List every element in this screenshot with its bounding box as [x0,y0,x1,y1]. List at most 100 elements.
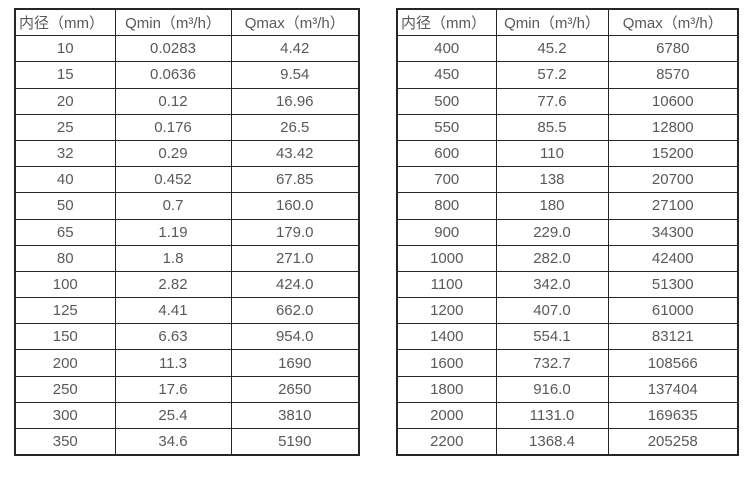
table-cell: 1.8 [114,244,232,272]
table-header-row: 内径（mm） Qmin（m³/h） Qmax（m³/h） [396,8,739,37]
table-cell: 138 [495,166,609,194]
table-row: 500 77.6 10600 [396,87,739,115]
table-cell: 1000 [396,244,497,272]
table-row: 450 57.2 8570 [396,61,739,89]
table-cell: 110 [495,139,609,168]
table-cell: 554.1 [495,323,609,351]
table-row: 2200 1368.4 205258 [396,428,739,456]
table-cell: 85.5 [495,113,609,141]
table-cell: 108566 [607,349,739,377]
table-row: 2000 1131.0 169635 [396,401,739,430]
table-row: 150 6.63 954.0 [14,323,360,351]
table-cell: 2650 [230,375,360,403]
table-row: 600 110 15200 [396,139,739,168]
table-cell: 80 [14,244,116,272]
table-cell: 0.12 [114,87,232,115]
table-row: 25 0.176 26.5 [14,113,360,141]
table-cell: 4.41 [114,297,232,325]
table-cell: 1.19 [114,218,232,246]
table-row: 40 0.452 67.85 [14,166,360,194]
table-cell: 550 [396,113,497,141]
table-cell: 0.0636 [114,61,232,89]
table-cell: 50 [14,192,116,220]
table-cell: 500 [396,87,497,115]
table-cell: 15 [14,61,116,89]
table-cell: 17.6 [114,375,232,403]
table-cell: 1368.4 [495,428,609,456]
header-qmin: Qmin（m³/h） [114,8,232,37]
table-row: 65 1.19 179.0 [14,218,360,246]
table-cell: 27100 [607,192,739,220]
flow-table-small-diameters: 内径（mm） Qmin（m³/h） Qmax（m³/h） 10 0.0283 4.4… [14,8,360,457]
table-cell: 169635 [607,401,739,430]
table-cell: 40 [14,166,116,194]
table-cell: 2.82 [114,270,232,299]
header-inner-diameter: 内径（mm） [14,8,116,37]
table-row: 1800 916.0 137404 [396,375,739,403]
table-cell: 6.63 [114,323,232,351]
table-row: 800 180 27100 [396,192,739,220]
table-row: 20 0.12 16.96 [14,87,360,115]
table-cell: 3810 [230,401,360,430]
table-cell: 100 [14,270,116,299]
table-cell: 34300 [607,218,739,246]
table-cell: 42400 [607,244,739,272]
table-cell: 125 [14,297,116,325]
table-cell: 300 [14,401,116,430]
table-cell: 10600 [607,87,739,115]
table-cell: 700 [396,166,497,194]
table-cell: 450 [396,61,497,89]
table-row: 1600 732.7 108566 [396,349,739,377]
header-inner-diameter: 内径（mm） [396,8,497,37]
table-cell: 65 [14,218,116,246]
table-cell: 916.0 [495,375,609,403]
table-row: 700 138 20700 [396,166,739,194]
table-cell: 51300 [607,270,739,299]
table-cell: 83121 [607,323,739,351]
table-cell: 1800 [396,375,497,403]
table-row: 1400 554.1 83121 [396,323,739,351]
table-cell: 1600 [396,349,497,377]
table-cell: 900 [396,218,497,246]
table-cell: 662.0 [230,297,360,325]
table-cell: 10 [14,35,116,63]
table-cell: 16.96 [230,87,360,115]
table-cell: 200 [14,349,116,377]
flow-table-large-diameters: 内径（mm） Qmin（m³/h） Qmax（m³/h） 400 45.2 6780… [396,8,739,457]
table-cell: 0.0283 [114,35,232,63]
table-row: 200 11.3 1690 [14,349,360,377]
table-row: 50 0.7 160.0 [14,192,360,220]
table-cell: 5190 [230,428,360,456]
header-qmin: Qmin（m³/h） [495,8,609,37]
table-cell: 20700 [607,166,739,194]
table-cell: 2200 [396,428,497,456]
header-qmax: Qmax（m³/h） [607,8,739,37]
table-cell: 34.6 [114,428,232,456]
table-row: 125 4.41 662.0 [14,297,360,325]
table-cell: 954.0 [230,323,360,351]
table-cell: 732.7 [495,349,609,377]
table-cell: 271.0 [230,244,360,272]
table-cell: 20 [14,87,116,115]
table-header-row: 内径（mm） Qmin（m³/h） Qmax（m³/h） [14,8,360,37]
table-cell: 800 [396,192,497,220]
table-row: 300 25.4 3810 [14,401,360,430]
table-cell: 77.6 [495,87,609,115]
table-cell: 25 [14,113,116,141]
table-cell: 15200 [607,139,739,168]
table-cell: 67.85 [230,166,360,194]
table-cell: 1690 [230,349,360,377]
table-cell: 350 [14,428,116,456]
table-row: 400 45.2 6780 [396,35,739,63]
table-row: 350 34.6 5190 [14,428,360,456]
table-row: 550 85.5 12800 [396,113,739,141]
table-cell: 1400 [396,323,497,351]
table-row: 1000 282.0 42400 [396,244,739,272]
table-cell: 32 [14,139,116,168]
table-cell: 1100 [396,270,497,299]
table-cell: 45.2 [495,35,609,63]
table-cell: 0.7 [114,192,232,220]
table-cell: 205258 [607,428,739,456]
table-cell: 250 [14,375,116,403]
table-cell: 229.0 [495,218,609,246]
